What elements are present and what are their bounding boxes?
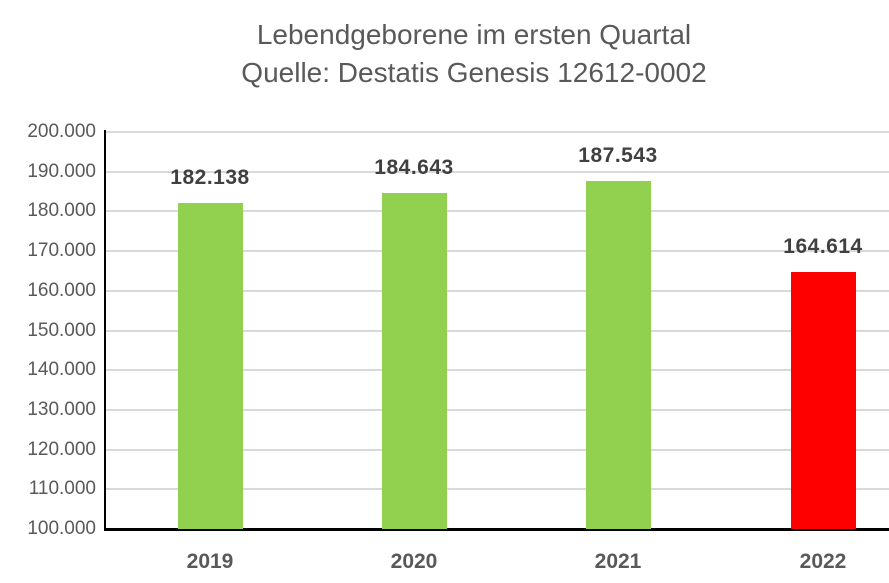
y-tick-label: 190.000	[27, 160, 96, 182]
gridline	[104, 448, 889, 451]
y-tick-label: 100.000	[27, 518, 96, 539]
y-tick-label: 180.000	[27, 200, 96, 222]
y-tick-label: 150.000	[27, 319, 96, 341]
gridline	[104, 131, 889, 133]
bar-value-label: 184.643	[374, 155, 454, 179]
y-tick-label: 170.000	[27, 240, 96, 262]
chart-title: Lebendgeborene im ersten Quartal	[256, 19, 692, 50]
x-tick-label: 2021	[594, 550, 642, 573]
y-tick-label: 130.000	[27, 398, 96, 420]
bar-value-label: 164.614	[783, 235, 863, 259]
gridline	[104, 289, 889, 292]
bar-2020	[381, 192, 447, 529]
gridline	[104, 210, 889, 213]
y-axis-line	[104, 130, 106, 529]
y-tick-label: 160.000	[27, 279, 96, 301]
y-tick-label: 140.000	[27, 359, 96, 381]
x-tick-label: 2019	[186, 550, 234, 573]
gridline	[104, 408, 889, 411]
y-tick-label: 110.000	[28, 478, 96, 500]
gridline	[104, 488, 889, 491]
y-tick-label: 200.000	[27, 121, 96, 142]
x-tick-label: 2020	[390, 550, 438, 573]
gridline	[104, 250, 889, 253]
bar-2021	[585, 181, 651, 529]
chart-subtitle: Quelle: Destatis Genesis 12612-0002	[241, 57, 707, 88]
bar-2022	[790, 272, 856, 529]
y-tick-label: 120.000	[27, 438, 96, 460]
bar-value-label: 187.543	[578, 144, 658, 168]
x-axis-line	[104, 528, 889, 531]
gridline	[104, 329, 889, 332]
chart-title-block: Lebendgeborene im ersten Quartal Quelle:…	[59, 16, 889, 92]
gridline	[104, 369, 889, 372]
bar-2019	[177, 202, 243, 529]
bar-value-label: 182.138	[170, 165, 250, 189]
x-tick-label: 2022	[799, 550, 847, 573]
gridline	[104, 170, 889, 173]
